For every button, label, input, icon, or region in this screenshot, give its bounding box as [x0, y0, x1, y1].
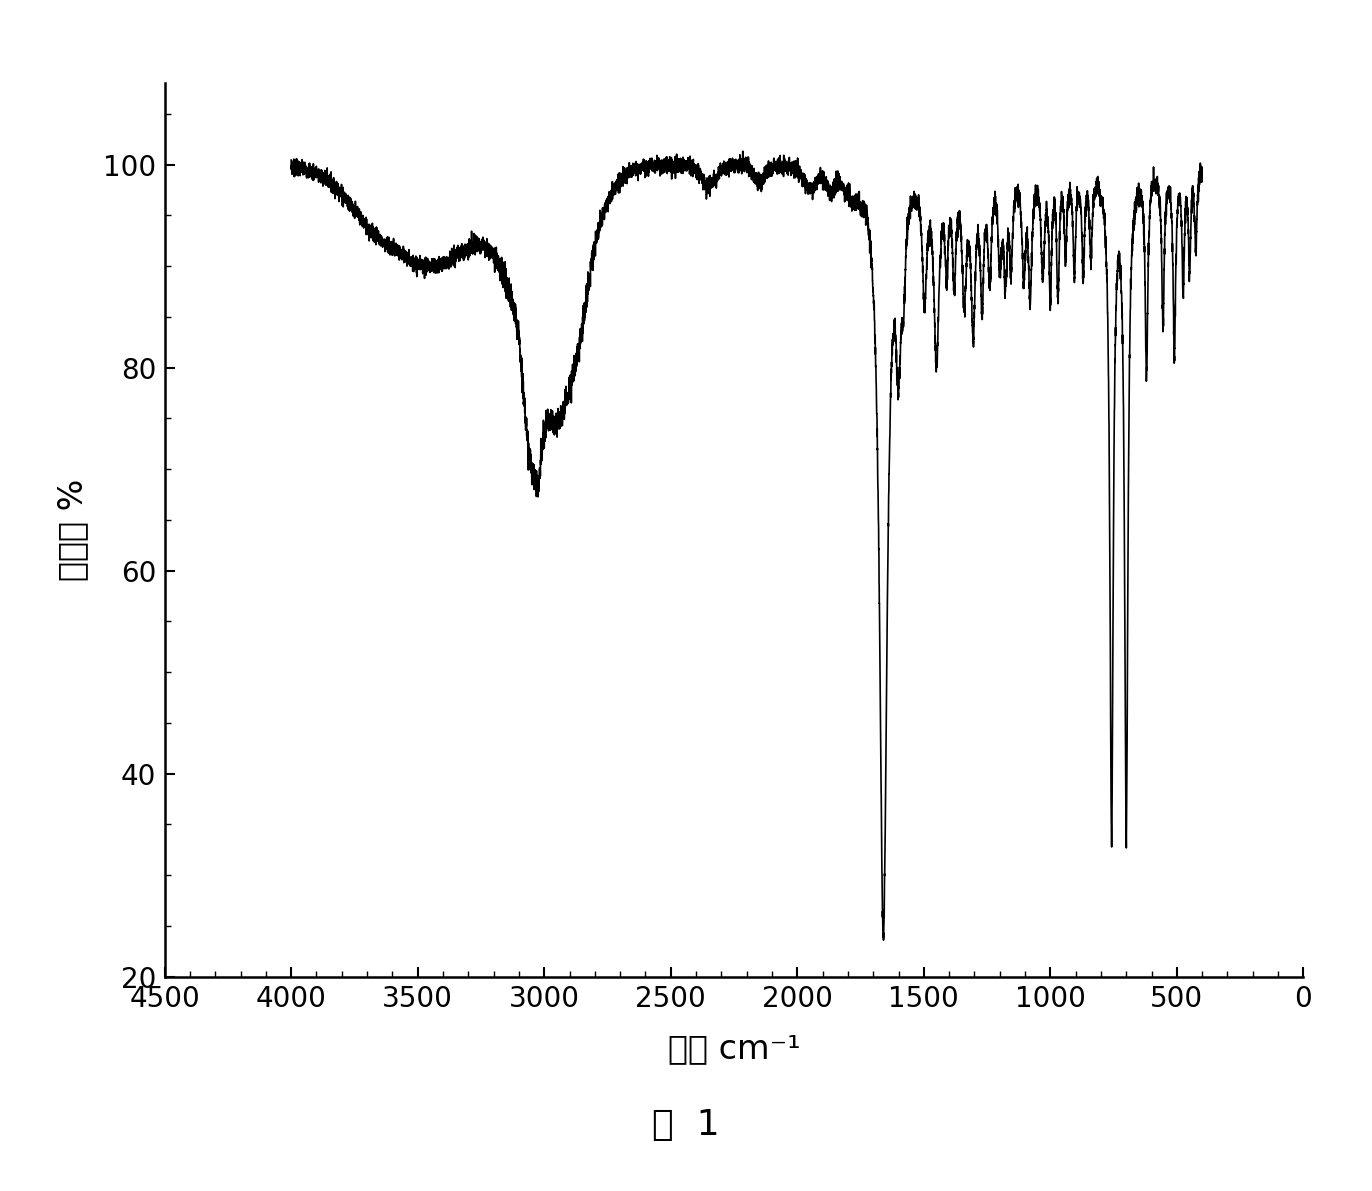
X-axis label: 波数 cm⁻¹: 波数 cm⁻¹ — [668, 1033, 800, 1066]
Y-axis label: 透射率 %: 透射率 % — [56, 479, 89, 581]
Text: 图  1: 图 1 — [652, 1109, 720, 1142]
